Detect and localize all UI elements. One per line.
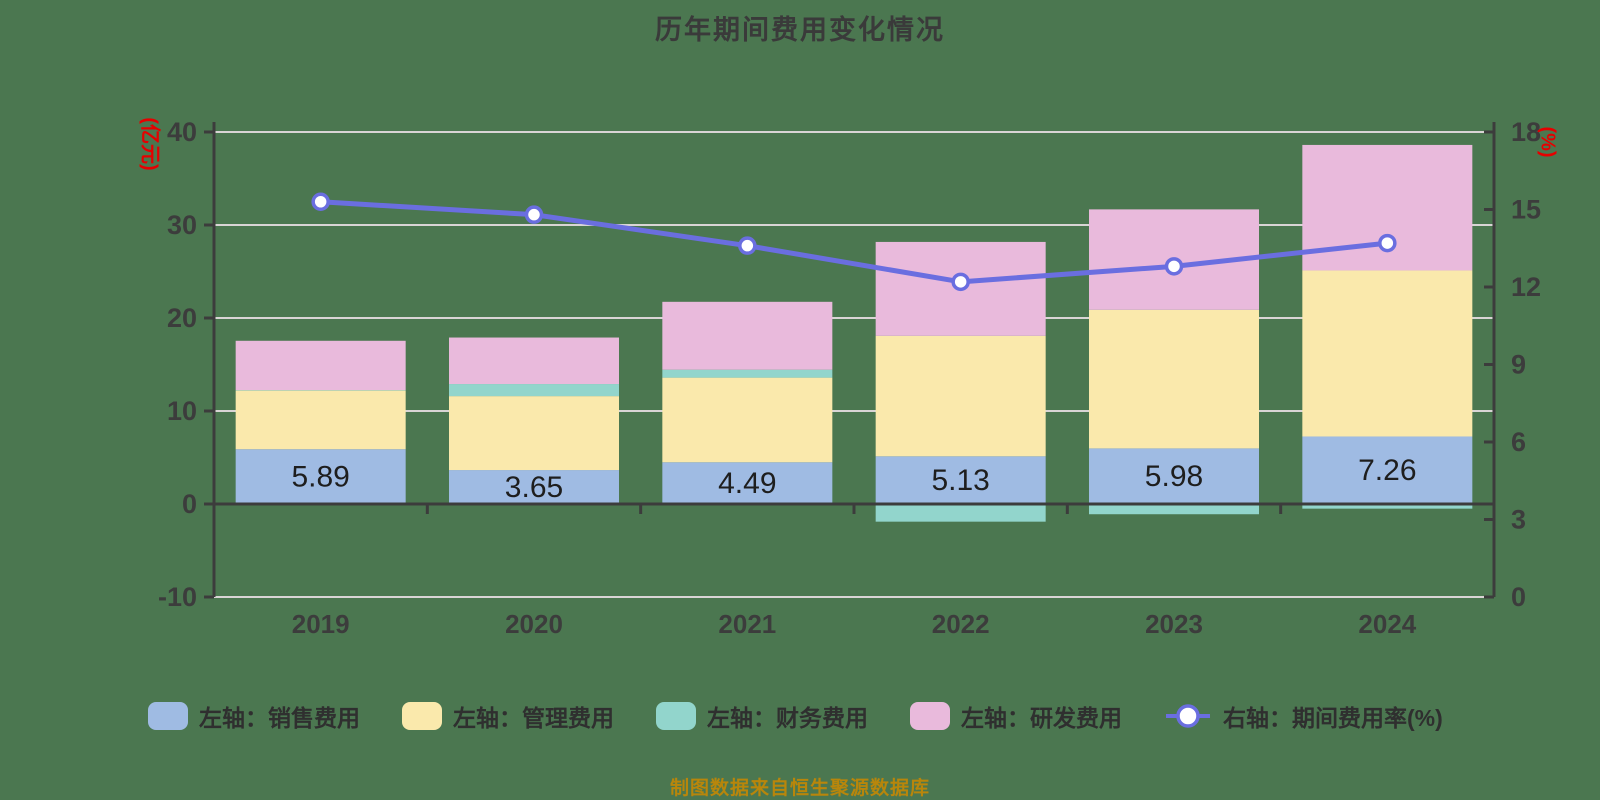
right-axis-tick-label: 15 [1511,195,1541,225]
bar-segment-rd-2020[interactable] [449,337,619,385]
bar-segment-sales-2021[interactable] [662,462,833,504]
bar-value-label-2024: 7.26 [1358,454,1416,487]
bar-segment-finance-2022[interactable] [875,504,1046,522]
line-marker-rate-2020[interactable] [524,205,544,224]
legend-item-finance[interactable]: 左轴：财务费用 [656,699,868,733]
bar-value-label-2020: 3.65 [505,471,563,504]
bar-segment-finance-2023[interactable] [1089,504,1259,515]
bar-segment-sales-2022[interactable] [875,456,1046,504]
legend-label: 左轴：财务费用 [707,705,868,731]
bar-segment-finance-2024[interactable] [1302,504,1473,509]
legend-swatch-sales [148,702,188,730]
right-axis-tick-label: 18 [1511,117,1541,147]
bar-segment-admin-2024[interactable] [1302,270,1473,437]
left-axis-tick-label: 10 [167,396,197,426]
bar-segment-sales-2023[interactable] [1089,448,1259,504]
x-axis-label-2021: 2021 [718,609,776,639]
line-marker-rate-2019[interactable] [311,192,330,211]
line-series-rate [320,199,1388,285]
x-axis-label-2024: 2024 [1358,609,1416,639]
bar-segment-rd-2019[interactable] [235,340,406,391]
right-axis-tick-label: 9 [1511,350,1526,380]
bar-segment-admin-2019[interactable] [235,390,406,450]
data-source-footer: 制图数据来自恒生聚源数据库 [669,778,930,799]
x-axis-label-2019: 2019 [292,609,350,639]
right-axis-tick-label: 12 [1511,272,1541,302]
bar-value-label-2019: 5.89 [291,461,349,494]
bar-segment-admin-2020[interactable] [449,396,619,471]
x-axis-label-2023: 2023 [1145,609,1203,639]
left-axis-tick-label: 30 [167,210,197,240]
x-axis-label-2022: 2022 [932,609,990,639]
legend-item-rd[interactable]: 左轴：研发费用 [910,699,1122,733]
legend-item-admin[interactable]: 左轴：管理费用 [402,699,614,733]
right-axis-tick-label: 6 [1511,427,1526,457]
bar-segment-finance-2021[interactable] [662,369,833,378]
legend-line-marker-icon [1166,704,1210,728]
legend-label: 左轴：管理费用 [453,705,614,731]
bar-value-label-2022: 5.13 [931,464,989,497]
line-marker-rate-2022[interactable] [951,272,970,292]
legend-swatch-rd [910,702,950,730]
bar-segment-sales-2024[interactable] [1302,436,1473,504]
left-axis-tick-label: 20 [167,303,197,333]
legend-label: 右轴：期间费用率(%) [1223,705,1443,731]
bar-value-label-2021: 4.49 [718,467,776,500]
legend-swatch-finance [656,702,696,730]
x-axis-label-2020: 2020 [505,609,563,639]
bar-segment-admin-2022[interactable] [875,335,1046,457]
legend-label: 左轴：研发费用 [961,705,1122,731]
right-axis-tick-label: 3 [1511,505,1526,535]
page-title: 历年期间费用变化情况 [655,15,945,45]
line-marker-rate-2021[interactable] [738,236,757,255]
bar-segment-finance-2020[interactable] [449,384,619,397]
bar-segment-sales-2019[interactable] [235,449,406,504]
legend-item-rate[interactable]: 右轴：期间费用率(%) [1164,699,1443,733]
line-marker-rate-2024[interactable] [1378,233,1397,253]
legend-label: 左轴：销售费用 [199,705,360,731]
chart-legend: 左轴：销售费用 左轴：管理费用 左轴：财务费用 左轴：研发费用 右轴：期间费用率(%) [148,699,1443,733]
left-axis-tick-label: 40 [167,117,197,147]
chart-canvas: 5.89 3.65 4.49 5.13 5.98 7.26403020100-101815… [158,117,1541,639]
bar-value-label-2023: 5.98 [1145,460,1203,493]
bar-segment-admin-2021[interactable] [662,377,833,463]
left-axis-tick-label: 0 [182,489,197,519]
legend-item-sales[interactable]: 左轴：销售费用 [148,699,360,733]
right-axis-tick-label: 0 [1511,582,1526,612]
bar-segment-admin-2023[interactable] [1089,309,1259,449]
legend-swatch-admin [402,702,442,730]
left-axis-tick-label: -10 [158,582,197,612]
line-marker-rate-2023[interactable] [1164,257,1184,276]
bar-segment-rd-2021[interactable] [662,301,833,370]
bar-segment-sales-2020[interactable] [449,470,619,504]
